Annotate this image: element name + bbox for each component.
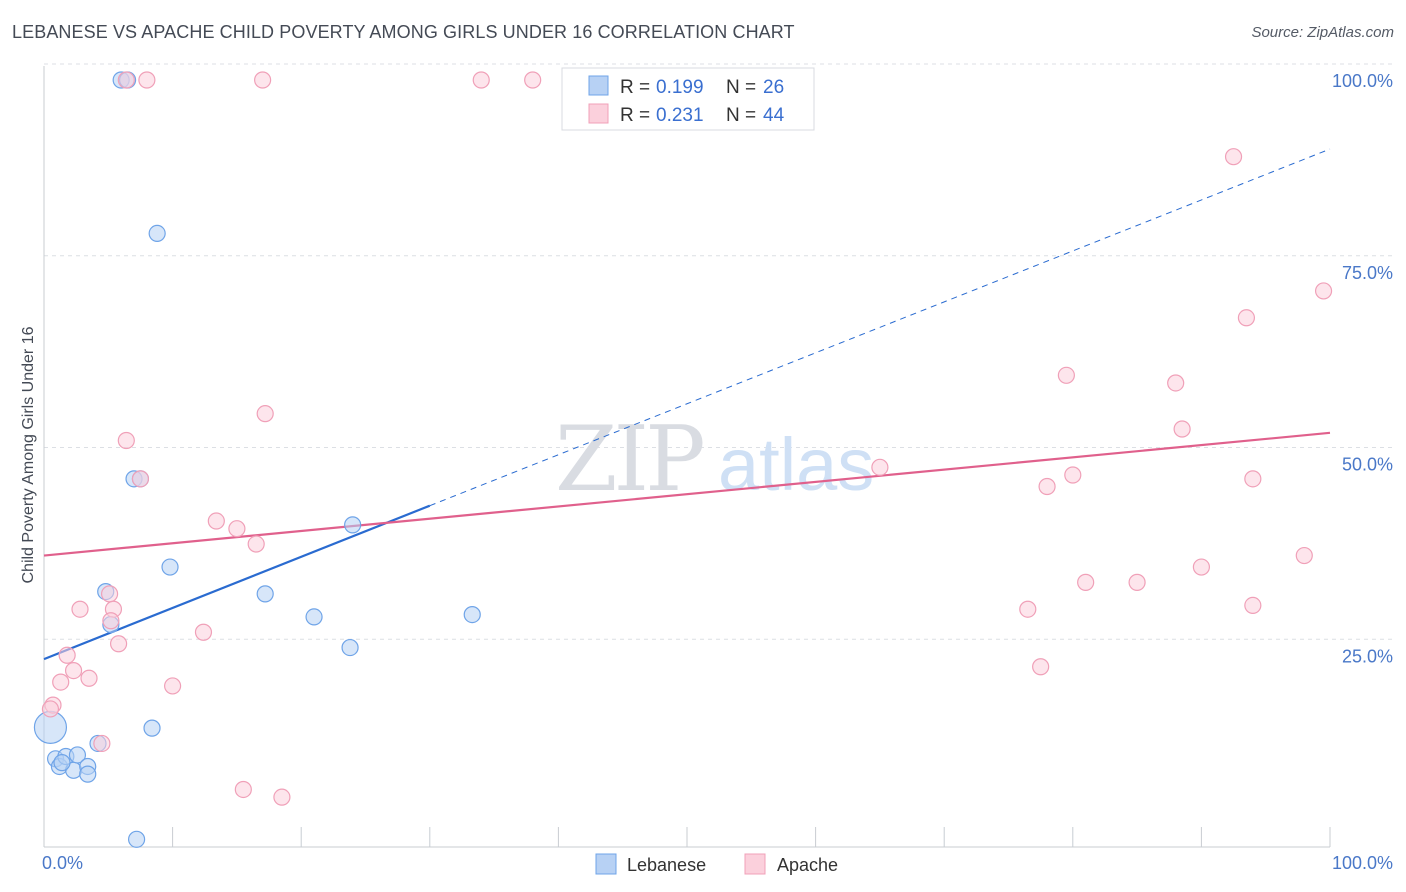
lebanese-point [305,608,323,626]
lebanese-trend-extension [429,148,1331,507]
apache-point [109,635,128,653]
apache-point [256,405,274,423]
chart-title: LEBANESE VS APACHE CHILD POVERTY AMONG G… [12,22,795,42]
lebanese-point [256,585,274,603]
apache-point [93,734,111,753]
lebanese-point [344,516,362,534]
lebanese-point [463,605,481,624]
apache-point [472,71,490,89]
apache-point [871,458,889,476]
grid-lines [44,63,1394,640]
lebanese-point [127,830,146,848]
legend-label-lebanese: Lebanese [627,855,706,875]
stats-r-label-apache: R = [620,105,650,126]
lebanese-trend-line [43,504,431,661]
apache-point [131,470,150,488]
trend-lines [43,148,1331,661]
apache-point [1128,573,1146,591]
apache-point [1173,420,1191,438]
watermark-zip: ZIP [555,407,703,512]
y-tick-labels: 25.0% 50.0% 75.0% 100.0% [1332,71,1393,666]
y-tick-label: 25.0% [1342,646,1393,666]
lebanese-point [79,765,97,783]
apache-point [164,677,182,695]
apache-point [1038,477,1056,496]
apache-point [1295,546,1313,565]
legend-swatch-apache [744,853,766,875]
apache-point [1237,309,1256,327]
apache-point [273,788,291,806]
apache-point [138,71,156,89]
stats-r-value-lebanese: 0.199 [656,77,704,98]
apache-point [1077,573,1095,591]
apache-point [102,612,120,630]
apache-point [1167,374,1185,392]
apache-point [117,431,135,450]
apache-point [1192,558,1211,576]
lebanese-point [53,754,71,772]
x-tick-label: 0.0% [42,853,83,873]
y-tick-label: 75.0% [1342,263,1393,283]
stats-r-label-lebanese: R = [620,77,650,98]
legend: Lebanese Apache [595,853,838,875]
apache-point [1314,282,1333,300]
x-tick-label: 100.0% [1332,853,1393,873]
x-tick-labels: 0.0% 100.0% [42,853,1393,873]
apache-point [52,673,70,691]
apache-point [1032,658,1050,676]
apache-point [1019,600,1037,618]
apache-point [207,512,225,530]
stats-swatch-apache [588,103,609,124]
apache-point [247,535,265,553]
legend-label-apache: Apache [777,855,838,875]
apache-point [100,585,119,603]
apache-point [71,600,89,618]
stats-n-label-lebanese: N = [726,77,756,98]
lebanese-point [143,719,161,737]
apache-point [194,623,213,641]
apache-point [80,669,98,687]
apache-point [228,520,246,538]
stats-n-label-apache: N = [726,105,756,126]
watermark-atlas: atlas [718,423,874,506]
stats-n-value-apache: 44 [763,105,785,126]
legend-swatch-lebanese [595,853,617,875]
stats-n-value-lebanese: 26 [763,77,784,98]
y-tick-label: 50.0% [1342,455,1393,475]
apache-point [1244,470,1262,488]
y-tick-label: 100.0% [1332,71,1393,91]
data-points [33,71,1333,848]
apache-point [41,700,60,718]
apache-point [1064,466,1082,484]
source-label: Source: ZipAtlas.com [1251,24,1394,41]
lebanese-point [68,746,87,764]
apache-point [1057,366,1075,384]
stats-swatch-lebanese [588,75,609,96]
stats-box: R = 0.199 N = 26 R = 0.231 N = 44 [561,67,815,131]
apache-point [254,71,272,89]
lebanese-point [148,224,166,242]
apache-point [234,780,252,799]
apache-point [1244,596,1262,614]
apache-point [1224,148,1243,166]
y-axis-label: Child Poverty Among Girls Under 16 [20,326,37,583]
apache-point [117,71,135,89]
apache-point [58,646,76,664]
apache-point [64,661,83,680]
lebanese-point [341,638,359,657]
apache-point [524,71,542,89]
stats-r-value-apache: 0.231 [656,105,704,126]
lebanese-point [161,558,179,576]
apache-trend-line [43,431,1331,557]
